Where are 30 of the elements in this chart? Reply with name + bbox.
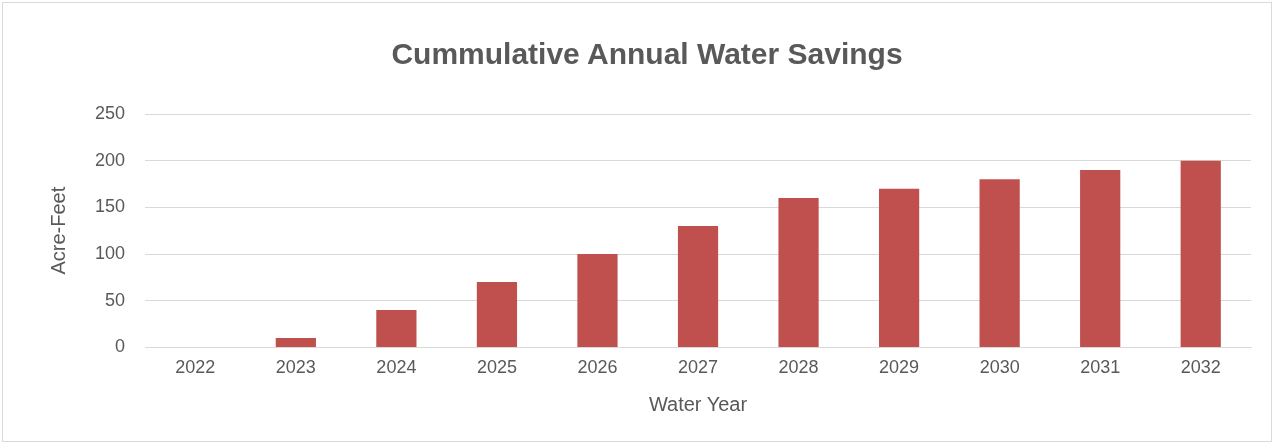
- bar: [979, 179, 1020, 347]
- x-tick-label: 2029: [879, 357, 920, 378]
- y-tick-label: 0: [115, 336, 126, 357]
- bar: [577, 254, 618, 347]
- chart-title: Cummulative Annual Water Savings: [391, 37, 903, 71]
- x-tick-label: 2023: [275, 357, 316, 378]
- x-tick-label: 2022: [175, 357, 216, 378]
- y-tick-label: 200: [94, 149, 126, 170]
- y-tick-label: 50: [105, 289, 126, 310]
- x-tick-label: 2026: [577, 357, 618, 378]
- x-tick-label: 2025: [476, 357, 517, 378]
- bar: [1180, 160, 1221, 347]
- y-tick-label: 150: [94, 196, 126, 217]
- bar: [275, 338, 316, 347]
- x-tick-label: 2024: [376, 357, 417, 378]
- y-axis-title: Acre-Feet: [46, 186, 69, 275]
- bar: [778, 198, 819, 347]
- y-tick-label: 100: [94, 243, 126, 264]
- x-tick-label: 2030: [979, 357, 1020, 378]
- y-tick-label: 250: [94, 102, 126, 123]
- bar: [476, 282, 518, 347]
- x-tick-label: 2032: [1180, 357, 1221, 378]
- x-tick-label: 2028: [778, 357, 819, 378]
- x-tick-label: 2031: [1080, 357, 1121, 378]
- x-tick-label: 2027: [677, 357, 719, 378]
- bar: [878, 188, 920, 347]
- bar: [1080, 170, 1121, 347]
- x-axis-title: Water Year: [648, 392, 748, 415]
- bar: [677, 226, 719, 347]
- bar: [376, 310, 417, 347]
